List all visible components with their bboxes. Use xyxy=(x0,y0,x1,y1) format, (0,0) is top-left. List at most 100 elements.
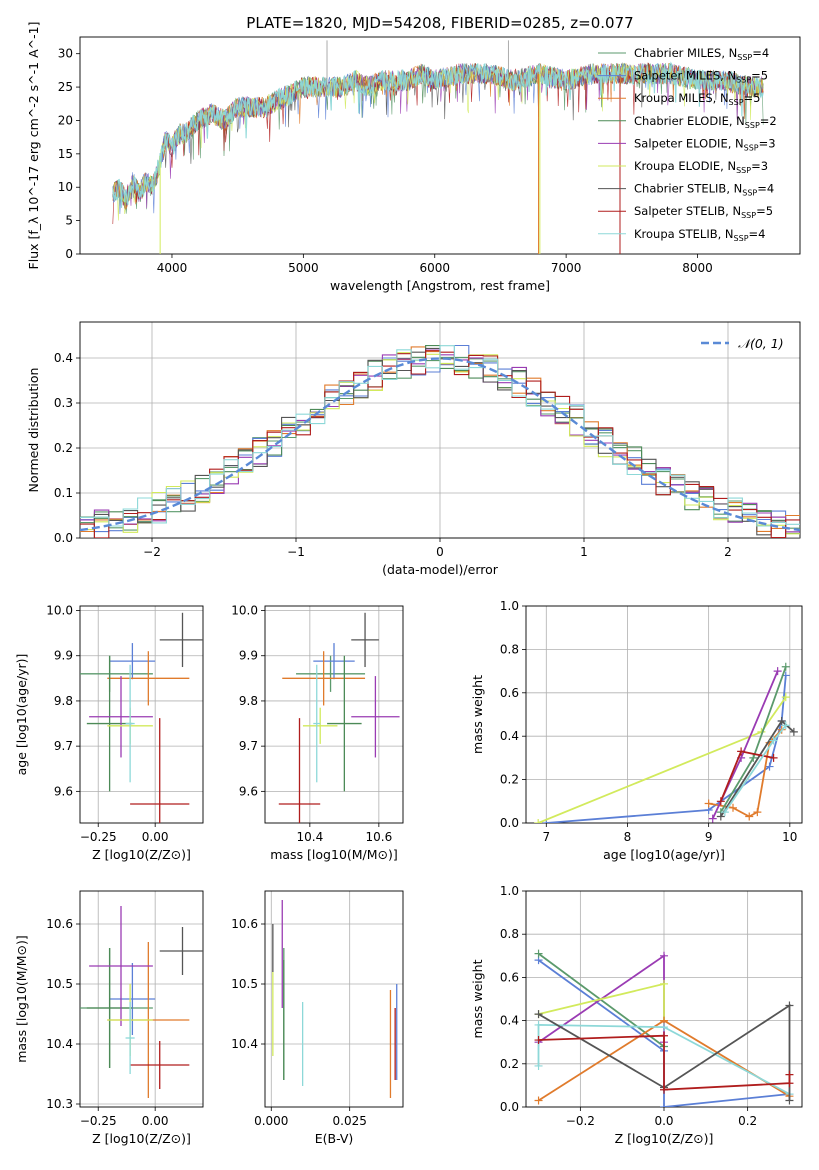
series-marker xyxy=(716,797,725,806)
age-vs-Z-xtick-label: 0.00 xyxy=(142,830,169,844)
spectrum-ytick-label: 25 xyxy=(58,80,73,94)
mass-vs-EBV-ytick-label: 10.5 xyxy=(231,977,258,991)
histogram-steps xyxy=(80,344,800,538)
age-vs-mass-xlabel: mass [log10(M/M⊙)] xyxy=(270,847,398,862)
mass-vs-EBV-ytick-label: 10.4 xyxy=(231,1037,258,1051)
legend-entry: Chabrier MILES, NSSP=4 xyxy=(634,46,769,62)
mass-weight-vs-Z-ytick-label: 0.2 xyxy=(500,1057,519,1071)
spectrum-frame xyxy=(79,36,801,255)
residual-histogram-frame xyxy=(79,321,801,539)
series-marker xyxy=(534,819,543,823)
residual-histogram-xtick-label: −1 xyxy=(287,545,305,559)
residual-histogram-ytick-label: 0.4 xyxy=(54,351,73,365)
series-marker xyxy=(785,1079,794,1088)
mass-vs-EBV-xtick-label: 0.025 xyxy=(333,1114,367,1128)
age-vs-mass-frame xyxy=(264,605,404,824)
series-marker xyxy=(729,803,737,812)
histogram-legend: 𝒩(0, 1) xyxy=(701,336,784,351)
series-marker xyxy=(789,727,798,736)
spectrum-xtick-label: 4000 xyxy=(157,261,188,275)
mass-weight-vs-Z-ytick-label: 0.4 xyxy=(500,1014,519,1028)
mass-weight-vs-age-ytick-label: 0.6 xyxy=(500,686,519,700)
mass-weight-vs-Z-ytick-label: 1.0 xyxy=(500,884,519,898)
series-kroupa-elodie xyxy=(537,696,787,823)
mass-weight-vs-Z-axes: −0.2 0.0 0.2 0.0 0.2 0.4 0.6 0.8 1.0 Z [log10(Z/Z… xyxy=(470,884,803,1146)
residual-histogram-ytick-label: 0.2 xyxy=(54,441,73,455)
mass-weight-vs-age-xtick-label: 9 xyxy=(705,830,713,844)
residual-histogram-xlabel: (data-model)/error xyxy=(382,562,499,577)
mass-vs-EBV-ytick-label: 10.6 xyxy=(231,917,258,931)
series-marker xyxy=(534,1036,543,1045)
mass-weight-vs-Z-ytick-label: 0.0 xyxy=(500,1100,519,1114)
series-marker xyxy=(737,747,746,756)
series-marker xyxy=(660,951,668,960)
mass-weight-vs-age-xtick-label: 7 xyxy=(542,830,550,844)
legend-entry: Chabrier ELODIE, NSSP=2 xyxy=(634,114,777,130)
spectrum-ylabel: Flux [f_λ 10^-17 erg cm^-2 s^-1 A^-1] xyxy=(26,22,41,270)
series-chabrier-stelib xyxy=(538,1003,791,1101)
legend-entry: 𝒩(0, 1) xyxy=(738,336,784,351)
series-salpeter-miles xyxy=(546,675,787,823)
series-marker xyxy=(769,753,778,762)
mass-vs-Z-frame xyxy=(79,890,204,1108)
residual-histogram-xtick-label: 0 xyxy=(436,545,444,559)
mass-vs-EBV-xtick-label: 0.000 xyxy=(254,1114,288,1128)
residual-histogram-ylabel: Normed distribution xyxy=(26,368,41,493)
spectrum-line-kroupa-stelib xyxy=(112,61,764,208)
age-vs-mass-ytick-label: 10.0 xyxy=(231,604,258,618)
mass-weight-vs-age-series xyxy=(534,662,798,823)
mass-weight-vs-age-xlabel: age [log10(age/yr)] xyxy=(603,847,725,862)
age-vs-mass-xtick-label: 10.6 xyxy=(365,830,392,844)
age-vs-Z-ytick-label: 9.6 xyxy=(54,784,73,798)
mass-weight-vs-age-ytick-label: 0.2 xyxy=(500,773,519,787)
series-marker xyxy=(716,812,725,821)
series-marker xyxy=(704,799,713,808)
mass-weight-vs-Z-series xyxy=(534,949,794,1107)
age-vs-Z-points xyxy=(80,612,203,823)
series-marker xyxy=(753,808,762,817)
mass-vs-Z-ylabel: mass [log10(M/M⊙)] xyxy=(14,935,29,1063)
age-vs-mass-points xyxy=(278,612,400,823)
age-vs-mass-ytick-label: 9.8 xyxy=(239,694,258,708)
age-vs-Z-axes: −0.25 0.00 9.6 9.7 9.8 9.9 10.0 Z [log10(Z/Z⊙)]… xyxy=(14,604,204,862)
mass-weight-vs-age-ytick-label: 1.0 xyxy=(500,599,519,613)
mass-vs-Z-xtick-label: 0.00 xyxy=(142,1114,169,1128)
series-marker xyxy=(534,1020,543,1029)
residual-histogram-xtick-label: 2 xyxy=(724,545,732,559)
spectrum-xlabel: wavelength [Angstrom, rest frame] xyxy=(330,278,550,293)
mass-weight-vs-age-ytick-label: 0.0 xyxy=(500,816,519,830)
mass-vs-Z-xlabel: Z [log10(Z/Z⊙)] xyxy=(92,1131,191,1146)
mass-vs-EBV-points xyxy=(272,900,398,1098)
mass-weight-vs-age-ylabel: mass weight xyxy=(470,675,485,754)
age-vs-Z-ytick-label: 9.8 xyxy=(54,694,73,708)
series-marker xyxy=(781,693,790,702)
normal-curve xyxy=(80,357,800,532)
series-marker xyxy=(660,1031,668,1040)
figure-title: PLATE=1820, MJD=54208, FIBERID=0285, z=0… xyxy=(246,14,633,32)
mass-weight-vs-age-frame xyxy=(525,605,803,824)
mass-weight-vs-Z-ytick-label: 0.6 xyxy=(500,970,519,984)
legend-entry: Salpeter STELIB, NSSP=5 xyxy=(634,204,773,220)
series-marker xyxy=(660,979,668,988)
mass-weight-vs-Z-xtick-label: −0.2 xyxy=(566,1114,595,1128)
mass-vs-Z-ytick-label: 10.3 xyxy=(46,1097,73,1111)
series-marker xyxy=(534,1096,543,1105)
series-marker xyxy=(785,1001,794,1010)
spectrum-ytick-label: 30 xyxy=(58,47,73,61)
legend-entry: Salpeter ELODIE, NSSP=3 xyxy=(634,136,776,152)
legend-entry: Kroupa STELIB, NSSP=4 xyxy=(634,227,765,243)
age-vs-Z-xtick-label: −0.25 xyxy=(80,830,117,844)
age-vs-Z-ytick-label: 9.9 xyxy=(54,649,73,663)
mass-weight-vs-Z-ylabel: mass weight xyxy=(470,959,485,1038)
mass-weight-vs-Z-xtick-label: 0.2 xyxy=(738,1114,757,1128)
mass-vs-Z-xtick-label: −0.25 xyxy=(80,1114,117,1128)
series-marker xyxy=(534,1010,543,1019)
series-salpeter-stelib xyxy=(538,1034,791,1091)
mass-weight-vs-Z-xtick-label: 0.0 xyxy=(654,1114,673,1128)
mass-vs-Z-ytick-label: 10.5 xyxy=(46,977,73,991)
mass-vs-EBV-frame xyxy=(264,890,404,1108)
mass-weight-vs-Z-ytick-label: 0.8 xyxy=(500,927,519,941)
mass-weight-vs-Z-xlabel: Z [log10(Z/Z⊙)] xyxy=(615,1131,714,1146)
spectrum-lines xyxy=(112,40,764,254)
